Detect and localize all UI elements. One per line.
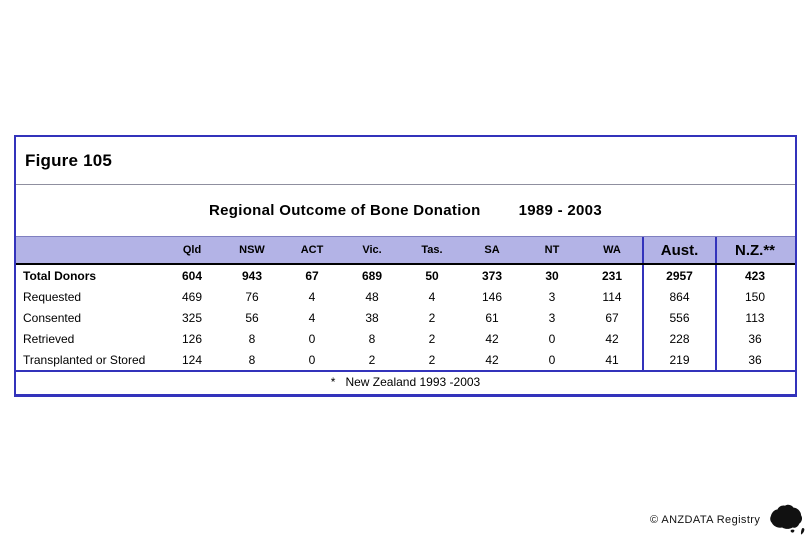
value-cell: 325 [181,310,203,325]
value-cell: 48 [365,289,379,304]
value-cell: 2 [428,331,436,346]
footnote-text: New Zealand 1993 -2003 [345,374,481,389]
value-cell: 113 [715,307,793,328]
value-cell: 67 [605,310,619,325]
table-body: Total Donors 604 943 67 689 50 373 30 231 2957 423… [16,265,795,370]
figure-title-row: Regional Outcome of Bone Donation 1989 -… [16,185,795,236]
footnote-asterisk: * [330,374,336,389]
row-label: Transplanted or Stored [23,352,146,367]
value-cell: 2 [428,310,436,325]
value-cell: 0 [548,352,556,367]
column-header-wa: WA [603,244,621,256]
value-cell: 689 [361,268,383,283]
value-cell: 146 [481,289,503,304]
value-cell: 0 [308,352,316,367]
value-cell: 8 [248,352,256,367]
figure-label: Figure 105 [25,150,113,170]
value-cell: 56 [245,310,259,325]
value-cell: 42 [485,352,499,367]
column-header-nt: NT [544,244,560,256]
row-label: Total Donors [23,268,97,283]
value-cell: 36 [715,328,793,349]
value-cell: 42 [605,331,619,346]
table-row: Retrieved 126 8 0 8 2 42 0 42 228 36 [16,328,795,349]
value-cell: 36 [715,349,793,370]
column-header-vic: Vic. [362,244,382,256]
value-cell: 3 [548,289,556,304]
column-header-nsw: NSW [239,244,265,256]
value-cell: 126 [181,331,203,346]
header-spacer [16,237,162,263]
figure-title: Regional Outcome of Bone Donation [209,202,481,219]
value-cell: 228 [642,328,715,349]
value-cell: 76 [245,289,259,304]
row-label: Requested [23,289,82,304]
row-label: Consented [23,310,82,325]
value-cell: 556 [642,307,715,328]
column-header-aust: Aust. [642,237,715,263]
value-cell: 124 [181,352,203,367]
column-header-tas: Tas. [421,244,443,256]
value-cell: 864 [642,286,715,307]
value-cell: 41 [605,352,619,367]
value-cell: 38 [365,310,379,325]
value-cell: 0 [548,331,556,346]
column-header-qld: Qld [182,244,202,256]
table-footnote-row: * New Zealand 1993 -2003 [16,370,795,391]
table-row: Total Donors 604 943 67 689 50 373 30 231 2957 423 [16,265,795,286]
value-cell: 61 [485,310,499,325]
value-cell: 67 [305,268,319,283]
value-cell: 604 [181,268,203,283]
value-cell: 2 [428,352,436,367]
value-cell: 3 [548,310,556,325]
column-header-act: ACT [300,244,324,256]
value-cell: 469 [181,289,203,304]
table-row: Transplanted or Stored 124 8 0 2 2 42 0 41 219 36 [16,349,795,370]
table-row: Requested 469 76 4 48 4 146 3 114 864 150 [16,286,795,307]
copyright-text: © ANZDATA Registry [650,514,761,526]
value-cell: 231 [601,268,623,283]
value-cell: 943 [241,268,263,283]
value-cell: 423 [715,265,793,286]
value-cell: 150 [715,286,793,307]
value-cell: 4 [428,289,436,304]
value-cell: 42 [485,331,499,346]
value-cell: 30 [545,268,559,283]
row-label: Retrieved [23,331,75,346]
figure-period: 1989 - 2003 [518,202,602,219]
value-cell: 8 [368,331,376,346]
value-cell: 50 [425,268,439,283]
column-header-sa: SA [484,244,500,256]
figure-box: Figure 105 Regional Outcome of Bone Dona… [14,135,797,397]
value-cell: 219 [642,349,715,370]
value-cell: 373 [481,268,503,283]
value-cell: 2 [368,352,376,367]
value-cell: 4 [308,310,316,325]
value-cell: 4 [308,289,316,304]
slide-footer: © ANZDATA Registry [0,500,810,540]
table-header-row: Qld NSW ACT Vic. Tas. SA NT WA Aust. N.Z… [16,236,795,265]
column-header-nz: N.Z.** [715,237,793,263]
australia-map-icon [770,504,805,535]
value-cell: 0 [308,331,316,346]
table-row: Consented 325 56 4 38 2 61 3 67 556 113 [16,307,795,328]
value-cell: 114 [602,289,622,304]
value-cell: 2957 [642,265,715,286]
figure-header: Figure 105 [16,137,795,185]
value-cell: 8 [248,331,256,346]
